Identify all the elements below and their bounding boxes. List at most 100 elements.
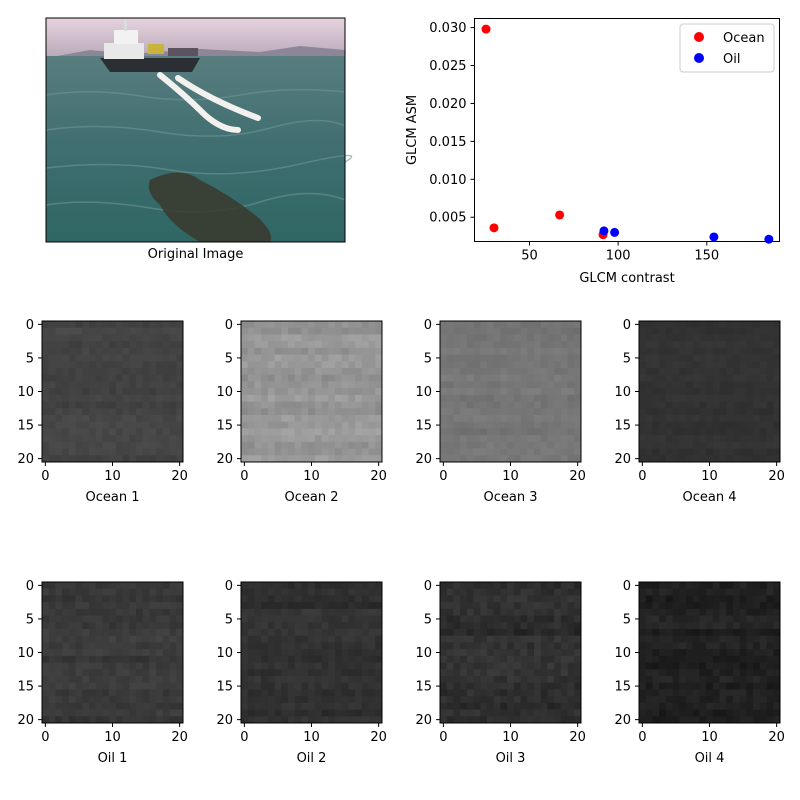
tile-pixel: [706, 615, 714, 623]
tile-pixel: [62, 622, 70, 630]
tile-pixel: [294, 595, 302, 603]
tile-pixel: [746, 649, 754, 657]
tile-pixel: [267, 327, 275, 335]
tile-pixel: [176, 709, 184, 717]
tile-pixel: [554, 341, 562, 349]
tile-pixel: [520, 635, 528, 643]
tile-pixel: [574, 368, 582, 376]
tile-pixel: [308, 676, 316, 684]
tile-pixel: [341, 629, 349, 637]
tile-pixel: [176, 588, 184, 596]
tile-pixel: [254, 615, 262, 623]
tile-pixel: [547, 709, 555, 717]
tile-pixel: [348, 709, 356, 717]
tile-pixel: [659, 321, 667, 329]
tile-pixel: [274, 676, 282, 684]
tile-pixel: [480, 615, 488, 623]
tile-pixel: [355, 635, 363, 643]
tile-pixel: [328, 361, 336, 369]
tile-pixel: [308, 388, 316, 396]
tile-pixel: [773, 334, 781, 342]
tile-pixel: [487, 608, 495, 616]
tile-pixel: [699, 669, 707, 677]
tile-pixel: [368, 608, 376, 616]
tile-pixel: [567, 354, 575, 362]
scatter-xtick-label: 50: [521, 249, 538, 264]
tile-pixel: [692, 435, 700, 443]
tile-pixel: [513, 341, 521, 349]
tile-pixel: [460, 408, 468, 416]
tile-pixel: [547, 595, 555, 603]
tile-pixel: [162, 408, 170, 416]
tile-pixel: [274, 381, 282, 389]
tile-pixel: [241, 608, 249, 616]
tile-pixel: [460, 602, 468, 610]
tile-pixel: [75, 602, 83, 610]
tile-pixel: [679, 334, 687, 342]
tile-pixel: [301, 669, 309, 677]
tile-pixel: [554, 582, 562, 590]
tile-pixel: [109, 642, 117, 650]
scatter-legend: Ocean Oil: [679, 23, 775, 73]
tile-pixel: [652, 415, 660, 423]
tile-pixel: [142, 649, 150, 657]
tile-pixel: [267, 676, 275, 684]
tile-pixel: [348, 401, 356, 409]
tile-pixel: [335, 696, 343, 704]
tile-pixel: [95, 709, 103, 717]
tile-pixel: [440, 635, 448, 643]
tile-pixel: [115, 354, 123, 362]
tile-pixel: [301, 662, 309, 670]
tile-pixel: [554, 615, 562, 623]
tile-pixel: [89, 415, 97, 423]
tile-pixel: [341, 669, 349, 677]
tile-pixel: [453, 415, 461, 423]
tile-pixel: [109, 649, 117, 657]
tile-pixel: [95, 428, 103, 436]
tile-pixel: [68, 615, 76, 623]
tile-pixel: [102, 347, 110, 355]
tile-pixel: [254, 388, 262, 396]
tile-pixel: [355, 649, 363, 657]
tile-pixel: [355, 709, 363, 717]
tile-pixel: [261, 415, 269, 423]
tile-pixel: [513, 682, 521, 690]
tile-pixel: [759, 394, 767, 402]
tile-pixel: [254, 629, 262, 637]
tile-pixel: [241, 689, 249, 697]
tile-pixel: [254, 608, 262, 616]
tile-pixel: [267, 682, 275, 690]
tile-pixel: [89, 629, 97, 637]
tile-pixel: [753, 341, 761, 349]
tile-pixel: [480, 327, 488, 335]
tile-pixel: [500, 622, 508, 630]
tile-pixel: [335, 368, 343, 376]
tile-pixel: [446, 602, 454, 610]
tile-pixel: [659, 602, 667, 610]
tile-pixel: [507, 635, 515, 643]
tile-pixel: [466, 702, 474, 710]
tile-pixel: [294, 428, 302, 436]
tile-pixel: [513, 588, 521, 596]
tile-pixel: [574, 709, 582, 717]
tile-pixel: [692, 341, 700, 349]
tile-pixel: [156, 401, 164, 409]
tile-pixel: [759, 421, 767, 429]
tile-pixel: [746, 381, 754, 389]
tile-pixel: [560, 629, 568, 637]
tile-pixel: [328, 334, 336, 342]
tile-pixel: [82, 655, 90, 663]
tile-pixel: [109, 321, 117, 329]
tile-pixel: [156, 435, 164, 443]
tile-pixel: [281, 682, 289, 690]
tile-pixel: [719, 649, 727, 657]
tile-pixel: [466, 394, 474, 402]
tile-pixel: [554, 709, 562, 717]
tile-pixel: [466, 421, 474, 429]
tile-pixel: [639, 381, 647, 389]
tile-pixel: [513, 321, 521, 329]
tile-pixel: [753, 696, 761, 704]
tile-pixel: [645, 662, 653, 670]
tile-pixel: [62, 394, 70, 402]
